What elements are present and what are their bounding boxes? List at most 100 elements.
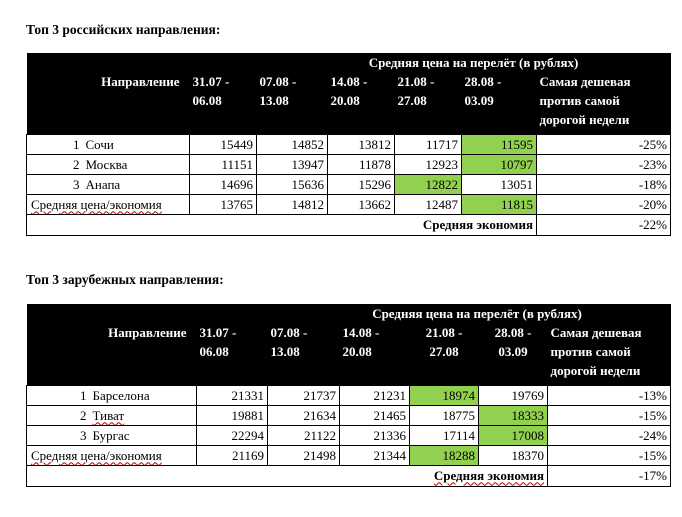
price-cell: 21336 — [339, 424, 410, 446]
avg-saving-label: Средняя экономия — [26, 213, 537, 236]
saving-pct-cell: -23% — [536, 153, 671, 175]
table-header-row: Направление 31.07 - 06.08 07.08 - 13.08 … — [26, 323, 671, 385]
table-header-row: Направление 31.07 - 06.08 07.08 - 13.08 … — [26, 72, 671, 134]
price-cell: 12923 — [394, 153, 462, 175]
price-cell: 14852 — [256, 133, 328, 155]
price-cell: 15449 — [189, 133, 257, 155]
table-row: 1 Сочи 15449 14852 13812 11717 11595 -25… — [26, 133, 671, 155]
table-row: 2 Тиват 19881 21634 21465 18775 18333 -1… — [26, 404, 671, 426]
week-header: 14.08 - 20.08 — [339, 323, 410, 385]
russia-price-table: Средняя цена на перелёт (в рублях) Напра… — [26, 53, 671, 236]
avg-saving-value: -22% — [536, 213, 671, 236]
saving-pct-cell: -18% — [536, 173, 671, 195]
price-cell: 13051 — [461, 173, 537, 195]
cheapest-price-cell: 17008 — [478, 424, 548, 446]
row-index: 2 — [26, 153, 83, 175]
price-cell: 21737 — [267, 384, 340, 406]
russia-section-title: Топ 3 российских направления: — [26, 22, 221, 37]
price-super-header: Средняя цена на перелёт (в рублях) — [196, 304, 671, 323]
price-cell: 21231 — [339, 384, 410, 406]
price-cell: 21465 — [339, 404, 410, 426]
table-row: 1 Барселона 21331 21737 21231 18974 1976… — [26, 384, 671, 406]
saving-pct-cell: -13% — [547, 384, 671, 406]
direction-name: Сочи — [82, 133, 190, 155]
average-price-cell: 21498 — [267, 444, 340, 466]
price-cell: 14696 — [189, 173, 257, 195]
average-price-cell: 14812 — [256, 193, 328, 215]
row-index: 3 — [26, 424, 90, 446]
row-index: 2 — [26, 404, 90, 426]
week-header: 07.08 - 13.08 — [256, 72, 328, 134]
average-cheapest-cell: 18288 — [409, 444, 479, 466]
average-price-cell: 21344 — [339, 444, 410, 466]
cheapest-price-cell: 18974 — [409, 384, 479, 406]
average-pct-cell: -20% — [536, 193, 671, 215]
average-label: Средняя цена/экономия — [26, 193, 190, 215]
average-label: Средняя цена/экономия — [26, 444, 197, 466]
price-cell: 19769 — [478, 384, 548, 406]
price-cell: 13947 — [256, 153, 328, 175]
avg-saving-label: Средняя экономия — [26, 464, 548, 487]
average-row: Средняя цена/экономия 21169 21498 21344 … — [26, 444, 671, 466]
footer-row: Средняя экономия -22% — [26, 213, 671, 236]
saving-pct-cell: -15% — [547, 404, 671, 426]
price-cell: 21122 — [267, 424, 340, 446]
price-cell: 15636 — [256, 173, 328, 195]
table-super-header-row: Средняя цена на перелёт (в рублях) — [26, 304, 671, 323]
cheapest-price-cell: 10797 — [461, 153, 537, 175]
price-cell: 18775 — [409, 404, 479, 426]
direction-name: Тиват — [89, 404, 197, 426]
week-header: 14.08 - 20.08 — [327, 72, 395, 134]
table-row: 3 Бургас 22294 21122 21336 17114 17008 -… — [26, 424, 671, 446]
average-price-cell: 18370 — [478, 444, 548, 466]
saving-pct-cell: -24% — [547, 424, 671, 446]
average-price-cell: 12487 — [394, 193, 462, 215]
direction-name: Москва — [82, 153, 190, 175]
saving-pct-cell: -25% — [536, 133, 671, 155]
row-index: 1 — [26, 384, 90, 406]
price-cell: 13812 — [327, 133, 395, 155]
week-header: 31.07 - 06.08 — [189, 72, 257, 134]
direction-name: Бургас — [89, 424, 197, 446]
week-header: 07.08 - 13.08 — [267, 323, 340, 385]
price-cell: 21634 — [267, 404, 340, 426]
row-index: 1 — [26, 133, 83, 155]
direction-name: Барселона — [89, 384, 197, 406]
direction-name: Анапа — [82, 173, 190, 195]
average-cheapest-cell: 11815 — [461, 193, 537, 215]
cheapest-price-cell: 11595 — [461, 133, 537, 155]
compare-header: Самая дешевая против самой дорогой недел… — [536, 72, 671, 134]
direction-header: Направление — [26, 323, 197, 385]
average-pct-cell: -15% — [547, 444, 671, 466]
average-price-cell: 13765 — [189, 193, 257, 215]
average-price-cell: 13662 — [327, 193, 395, 215]
price-cell: 11878 — [327, 153, 395, 175]
average-price-cell: 21169 — [196, 444, 268, 466]
average-row: Средняя цена/экономия 13765 14812 13662 … — [26, 193, 671, 215]
price-cell: 11151 — [189, 153, 257, 175]
row-index: 3 — [26, 173, 83, 195]
avg-saving-value: -17% — [547, 464, 671, 487]
table-row: 2 Москва 11151 13947 11878 12923 10797 -… — [26, 153, 671, 175]
cheapest-price-cell: 12822 — [394, 173, 462, 195]
price-super-header: Средняя цена на перелёт (в рублях) — [189, 53, 671, 72]
table-super-header-row: Средняя цена на перелёт (в рублях) — [26, 53, 671, 72]
price-cell: 15296 — [327, 173, 395, 195]
price-cell: 11717 — [394, 133, 462, 155]
table-row: 3 Анапа 14696 15636 15296 12822 13051 -1… — [26, 173, 671, 195]
week-header: 28.08 - 03.09 — [478, 323, 548, 385]
cheapest-price-cell: 18333 — [478, 404, 548, 426]
price-cell: 17114 — [409, 424, 479, 446]
direction-header: Направление — [26, 72, 190, 134]
compare-header: Самая дешевая против самой дорогой недел… — [547, 323, 671, 385]
week-header: 31.07 - 06.08 — [196, 323, 268, 385]
price-cell: 19881 — [196, 404, 268, 426]
abroad-section-title: Топ 3 зарубежных направления: — [26, 272, 224, 287]
week-header: 21.08 - 27.08 — [394, 72, 462, 134]
footer-row: Средняя экономия -17% — [26, 464, 671, 487]
price-cell: 21331 — [196, 384, 268, 406]
abroad-price-table: Средняя цена на перелёт (в рублях) Напра… — [26, 304, 671, 487]
week-header: 21.08 - 27.08 — [409, 323, 479, 385]
week-header: 28.08 - 03.09 — [461, 72, 537, 134]
price-cell: 22294 — [196, 424, 268, 446]
